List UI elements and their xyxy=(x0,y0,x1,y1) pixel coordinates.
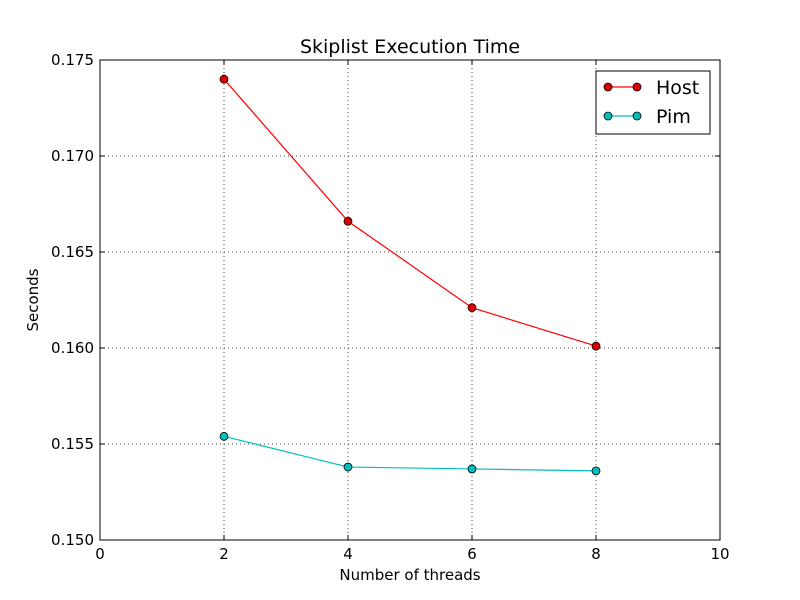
legend-pim-marker xyxy=(632,111,642,121)
x-tick-label: 10 xyxy=(710,545,729,563)
pim-point xyxy=(467,464,477,474)
host-point xyxy=(591,341,601,351)
y-tick-label: 0.150 xyxy=(51,531,94,549)
plot-frame xyxy=(99,59,721,541)
host-series-line xyxy=(223,78,597,347)
legend-box xyxy=(595,70,711,135)
y-tick-label: 0.160 xyxy=(51,339,94,357)
pim-point xyxy=(591,466,601,476)
host-point xyxy=(343,216,353,226)
x-tick-label: 4 xyxy=(343,545,353,563)
series-layer xyxy=(219,74,601,476)
chart-title: Skiplist Execution Time xyxy=(300,36,520,58)
y-tick-label: 0.165 xyxy=(51,243,94,261)
host-point xyxy=(467,303,477,313)
x-tick-label: 6 xyxy=(467,545,477,563)
pim-point xyxy=(219,431,229,441)
x-tick-label: 8 xyxy=(591,545,601,563)
pim-series-line xyxy=(223,435,597,472)
legend: Host Pim xyxy=(595,70,711,135)
legend-host-marker xyxy=(632,82,642,92)
pim-point xyxy=(343,462,353,472)
legend-pim-label: Pim xyxy=(656,106,691,128)
x-tick-label: 0 xyxy=(95,545,105,563)
x-tick-label: 2 xyxy=(219,545,229,563)
x-axis-label: Number of threads xyxy=(339,566,480,584)
y-axis-label: Seconds xyxy=(24,268,42,331)
host-point xyxy=(219,74,229,84)
legend-pim-marker xyxy=(603,111,613,121)
y-tick-label: 0.170 xyxy=(51,147,94,165)
legend-host-marker xyxy=(603,82,613,92)
grid xyxy=(100,60,720,540)
legend-host-label: Host xyxy=(656,77,699,99)
y-tick-label: 0.175 xyxy=(51,51,94,69)
ticks: 0 2 4 6 8 10 0.150 0.155 0.160 0.165 0.170 0.175 xyxy=(51,51,730,563)
y-tick-label: 0.155 xyxy=(51,435,94,453)
